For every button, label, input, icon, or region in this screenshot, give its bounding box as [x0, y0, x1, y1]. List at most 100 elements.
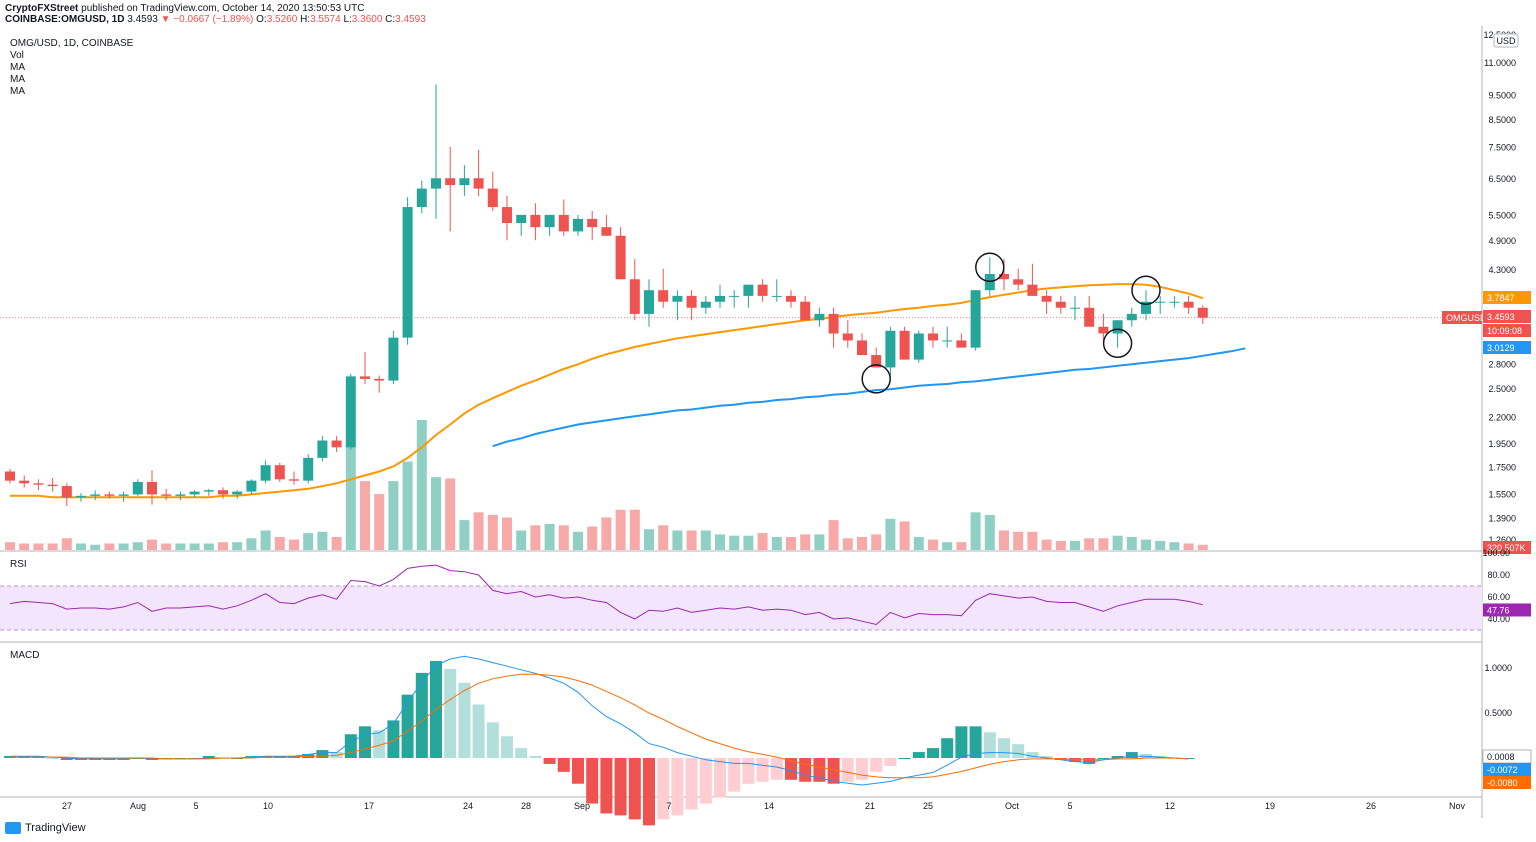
macd-histogram-bar [600, 758, 613, 814]
macd-histogram-bar [1026, 752, 1039, 758]
macd-histogram-bar [969, 726, 982, 758]
macd-histogram-bar [998, 738, 1010, 758]
candle-body [1027, 284, 1038, 296]
candle-body [672, 295, 683, 302]
annotation-circle [861, 364, 891, 394]
volume-bar [956, 542, 967, 550]
volume-bar [601, 517, 612, 550]
volume-bar [587, 526, 598, 550]
candle-body [544, 214, 555, 228]
close-value: 3.4593 [395, 14, 426, 25]
symbol-tag [1442, 311, 1482, 324]
legend-title[interactable]: OMG/USD, 1D, COINBASE [10, 38, 134, 49]
time-axis-label: 10 [263, 801, 273, 811]
rsi-tick-label: 100.00 [1482, 548, 1510, 558]
countdown-tag [1483, 324, 1531, 337]
volume-bar [487, 514, 498, 550]
macd-histogram-bar [927, 748, 939, 758]
volume-bar [502, 517, 512, 550]
macd-histogram-bar [856, 758, 868, 780]
candle-body [1070, 307, 1080, 309]
volume-bar [459, 520, 470, 550]
volume-bar [118, 543, 129, 550]
macd-value-tag [1483, 763, 1531, 776]
candle-body [913, 333, 924, 360]
candle-body [132, 481, 143, 495]
volume-bar [33, 543, 44, 550]
volume-bar [1013, 531, 1024, 550]
price-tag-text: 3.4593 [1487, 312, 1515, 322]
candle-body [203, 490, 214, 492]
volume-bar [445, 478, 456, 550]
macd-tick-label: 0.5000 [1484, 708, 1512, 718]
candle-body [360, 376, 370, 379]
annotation-circle [1131, 275, 1161, 305]
candle-body [1098, 326, 1109, 334]
candle-body [1183, 301, 1194, 308]
symbol-line: COINBASE:OMGUSD, 1D [5, 14, 125, 25]
volume-bar [1084, 538, 1095, 550]
legend-ma-1[interactable]: MA [10, 62, 25, 73]
legend-vol[interactable]: Vol [10, 50, 24, 61]
candle-body [786, 295, 796, 302]
candle-body [530, 214, 541, 228]
price-tick-label: 11.0000 [1484, 58, 1516, 68]
price-tick-label: 8.5000 [1488, 115, 1516, 125]
volume-bar [317, 531, 328, 550]
ma-blue-line [492, 347, 1246, 448]
macd-histogram-bar [529, 756, 542, 758]
macd-histogram-bar [813, 758, 826, 782]
volume-bar [771, 537, 782, 550]
volume-bar [473, 512, 484, 550]
volume-bar [1183, 543, 1194, 550]
price-tick-label: 5.5000 [1488, 211, 1516, 221]
candle-body [984, 273, 995, 291]
macd-histogram-bar [458, 682, 471, 758]
price-tick-label: 1.9500 [1488, 439, 1516, 449]
macd-histogram-bar [344, 734, 357, 758]
candle-body [5, 471, 15, 481]
candle-body [232, 491, 243, 495]
low-label: L: [343, 14, 352, 25]
countdown-tag-text: 10:09:08 [1487, 326, 1522, 336]
candle-body [303, 457, 314, 481]
legend-ma-2[interactable]: MA [10, 74, 25, 85]
macd-histogram-bar [912, 752, 925, 758]
annotation-circle [975, 252, 1005, 283]
macd-histogram-bar [359, 726, 371, 758]
volume-bar [416, 420, 427, 550]
price-tick-label: 6.5000 [1488, 174, 1516, 184]
legend-ma-3[interactable]: MA [10, 86, 25, 97]
publisher-name: CryptoFXStreet [5, 3, 79, 14]
candle-body [1055, 301, 1066, 308]
tradingview-logo[interactable]: TradingView [5, 822, 86, 834]
candle-body [1155, 301, 1166, 303]
macd-histogram-bar [472, 704, 485, 758]
volume-bar [260, 530, 271, 550]
candle-body [956, 340, 967, 348]
candle-body [331, 440, 342, 448]
macd-title[interactable]: MACD [10, 650, 40, 661]
time-axis-label: 28 [521, 801, 531, 811]
volume-bar [999, 530, 1009, 550]
price-tick-label: 1.2600 [1488, 535, 1516, 545]
high-value: 3.5574 [310, 14, 341, 25]
macd-histogram-bar [742, 758, 755, 784]
candle-body [999, 273, 1009, 280]
candle-body [928, 333, 938, 341]
open-label: O: [256, 14, 267, 25]
candle-body [317, 440, 328, 458]
volume-bar [232, 542, 243, 550]
candle-body [970, 290, 981, 348]
rsi-title[interactable]: RSI [10, 559, 27, 570]
candle-body [61, 486, 72, 498]
volume-bar [132, 542, 143, 550]
volume-bar [90, 544, 101, 550]
volume-bar [928, 539, 938, 550]
rsi-value-tag [1483, 603, 1531, 617]
candle-body [814, 313, 825, 321]
macd-histogram-bar [46, 758, 59, 759]
candle-body [431, 178, 441, 189]
time-axis-label: 24 [463, 801, 473, 811]
